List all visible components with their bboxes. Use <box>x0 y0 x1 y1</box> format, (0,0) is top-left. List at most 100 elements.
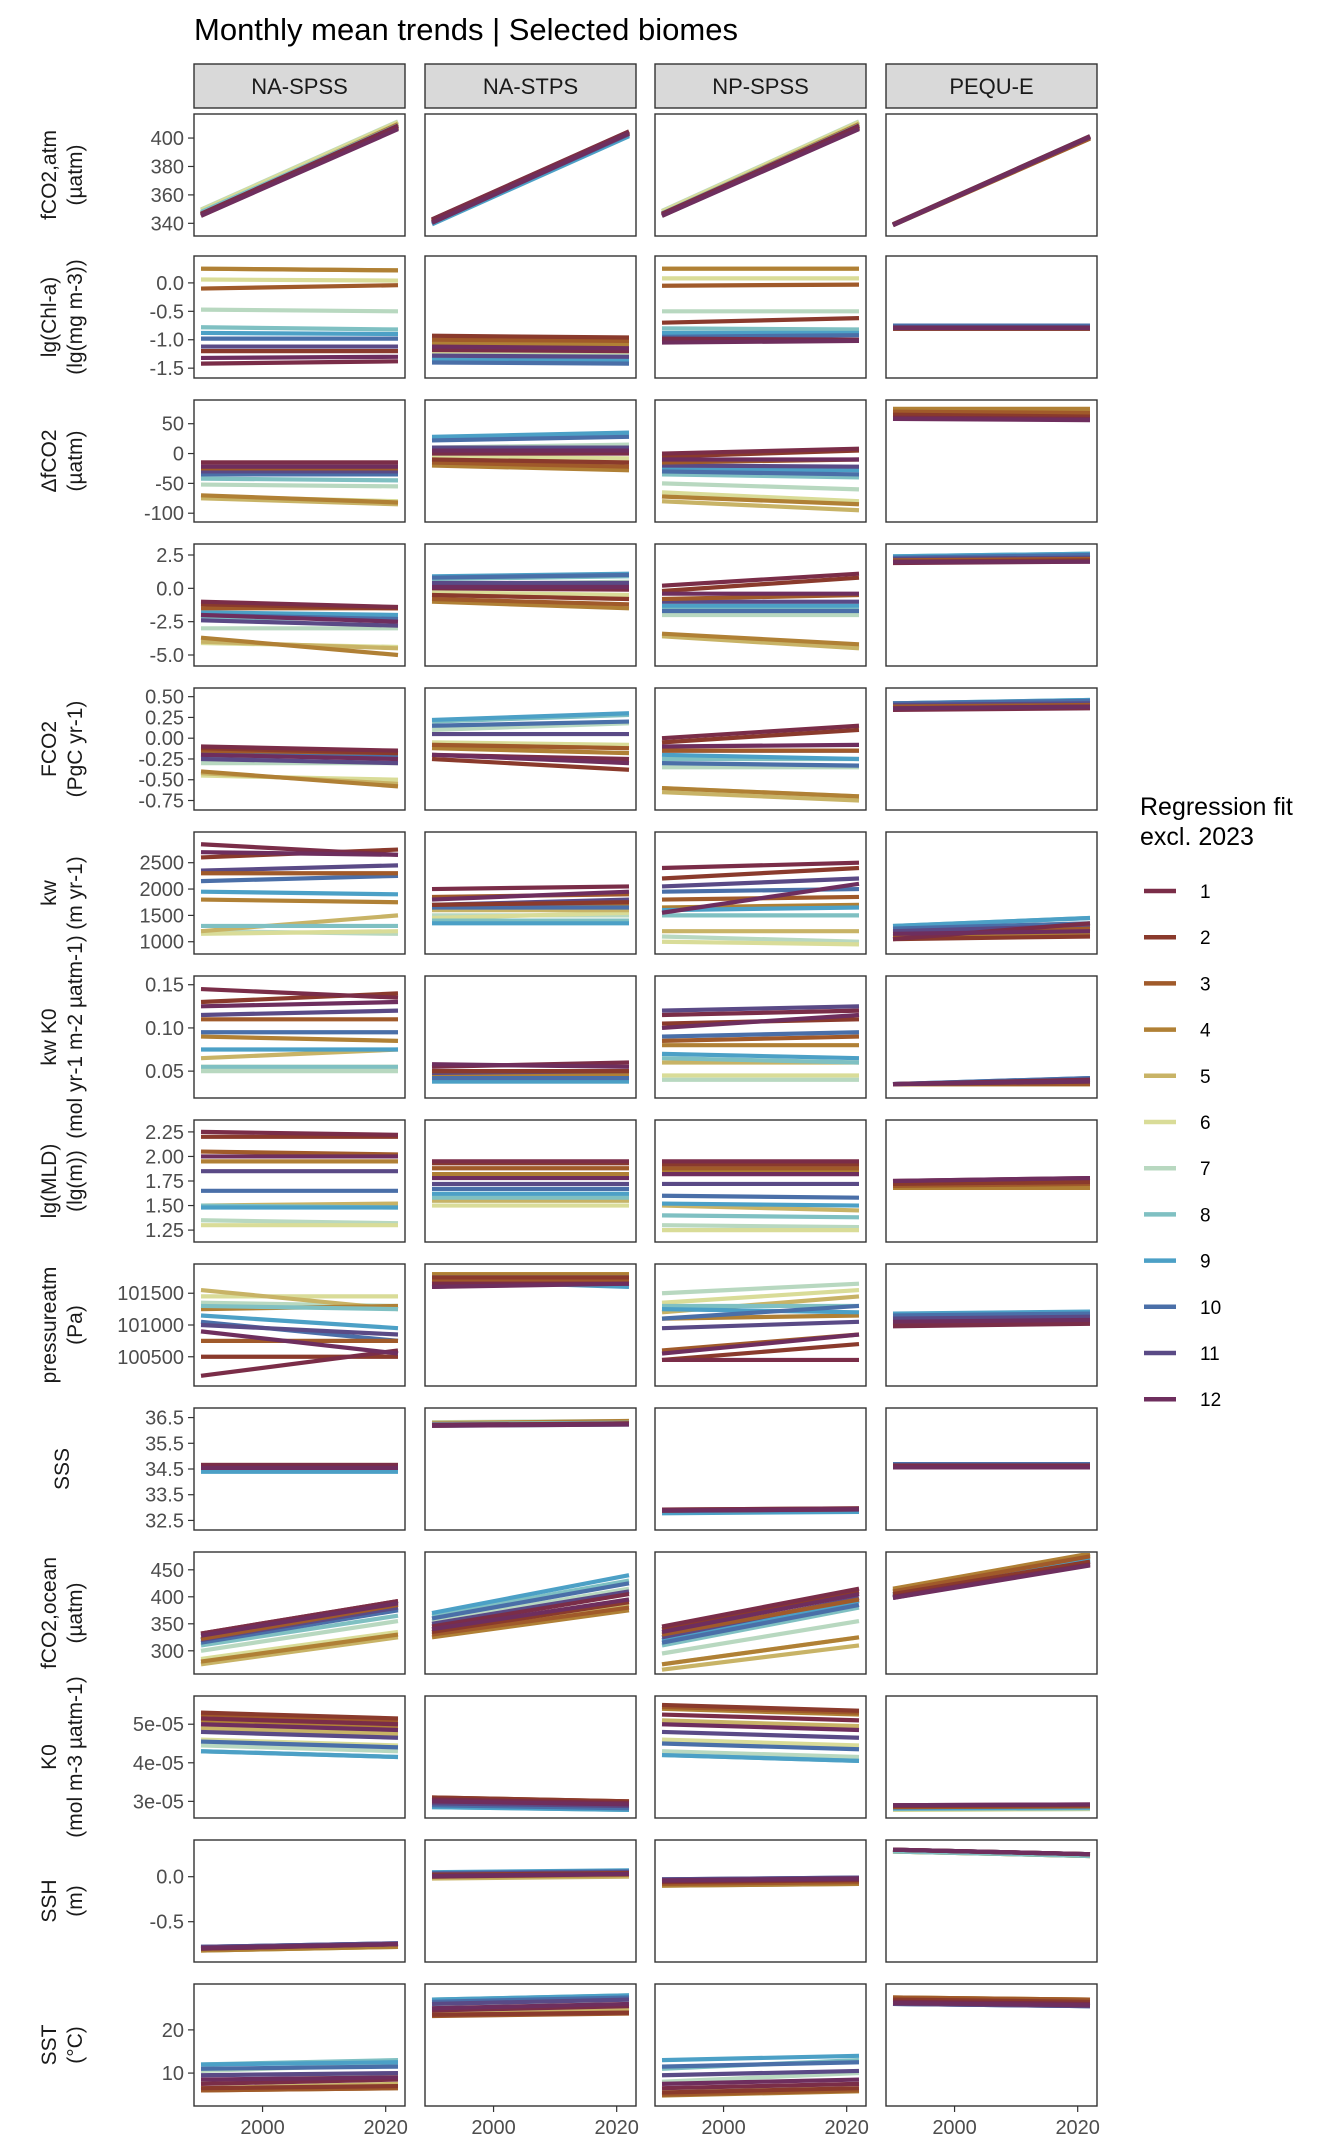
y-tick-label: 0.50 <box>145 687 184 709</box>
facet-strip-label: NA-STPS <box>483 74 578 99</box>
series-line <box>661 860 860 871</box>
series-line <box>661 881 860 915</box>
series-line <box>892 1554 1091 1594</box>
panel-series <box>892 551 1091 566</box>
panel-series <box>431 129 630 227</box>
row-label: SST (°C) <box>38 2024 87 2065</box>
series-line <box>431 2007 630 2015</box>
panel-series <box>661 1586 860 1672</box>
panel-series <box>200 744 399 789</box>
series-line <box>200 863 399 873</box>
series-line <box>200 1599 399 1636</box>
series-line <box>431 454 630 461</box>
series-line <box>431 1281 630 1289</box>
series-line <box>431 742 630 751</box>
series-line <box>661 1012 860 1031</box>
facet-strip-label: NA-SPSS <box>251 74 348 99</box>
panel-series <box>892 697 1091 713</box>
series-line <box>431 2004 630 2013</box>
y-tick-label: 2500 <box>140 853 185 875</box>
facet-panels: 340 360 380 400 -1.5 -1.0 -0.5 0.0 -100 -50 0 50 -5.… <box>117 113 1098 2107</box>
panel-series <box>892 1309 1091 1329</box>
panel-series <box>431 884 630 926</box>
x-tick-label: 2020 <box>1055 2117 1100 2139</box>
y-tick-label: 34.5 <box>145 1459 184 1481</box>
row-label: fCO2,ocean (µatm) <box>38 1557 87 1669</box>
series-line <box>661 634 860 651</box>
series-line <box>431 1597 630 1632</box>
panel-series <box>892 915 1091 942</box>
series-line <box>661 282 860 288</box>
series-line <box>661 1718 860 1729</box>
series-line <box>200 493 399 505</box>
y-tick-label: 3e-05 <box>133 1791 184 1813</box>
x-tick-label: 2000 <box>932 2117 977 2139</box>
x-tick-label: 2000 <box>471 2117 516 2139</box>
series-line <box>892 1995 1091 2002</box>
series-line <box>431 347 630 354</box>
series-line <box>661 1741 860 1752</box>
series-line <box>200 929 399 936</box>
series-line <box>200 1632 399 1664</box>
series-line <box>200 1149 399 1157</box>
row-label: ΔfCO2 (µatm) <box>38 429 87 492</box>
series-line <box>661 2070 860 2084</box>
panel-frame <box>654 1839 867 1963</box>
row-label: SSH (m) <box>38 1879 87 1922</box>
x-tick-label: 2020 <box>594 2117 639 2139</box>
series-line <box>661 463 860 469</box>
legend-label: 8 <box>1200 1205 1211 1226</box>
series-line <box>431 572 630 580</box>
panel-series <box>200 1941 399 1953</box>
panel-series <box>200 1287 399 1378</box>
series-line <box>661 1605 860 1648</box>
series-line <box>200 482 399 489</box>
facet-strip-label: PEQU-E <box>949 74 1033 99</box>
facet-strip-label: NP-SPSS <box>712 74 809 99</box>
series-line <box>431 460 630 469</box>
series-line <box>200 1619 399 1653</box>
y-tick-label: 0 <box>173 444 184 466</box>
facet-strip-bg <box>424 63 637 109</box>
facet-strip-bg <box>654 63 867 109</box>
series-line <box>661 481 860 492</box>
y-tick-label: -50 <box>155 473 184 495</box>
series-line <box>431 1573 630 1616</box>
panel-series <box>661 1281 860 1363</box>
y-tick-label: 20 <box>162 2020 184 2042</box>
panel-series <box>661 723 860 803</box>
y-tick-label: -2.5 <box>150 612 184 634</box>
series-line <box>892 1559 1091 1597</box>
series-line <box>661 2068 860 2078</box>
y-tick-label: 400 <box>151 128 184 150</box>
series-line <box>431 341 630 347</box>
panel-series <box>661 119 860 218</box>
panel-frame <box>885 1695 1098 1819</box>
series-line <box>431 337 630 343</box>
series-line <box>200 635 399 658</box>
series-line <box>661 1332 860 1356</box>
series-line <box>200 476 399 483</box>
y-tick-label: 101500 <box>117 1283 184 1305</box>
series-line <box>892 1079 1091 1087</box>
y-tick-label: 0.0 <box>156 1867 184 1889</box>
series-line <box>661 1597 860 1637</box>
series-line <box>200 330 399 337</box>
series-line <box>200 1743 399 1754</box>
series-line <box>892 1179 1091 1187</box>
series-line <box>892 1563 1091 1600</box>
y-tick-label: 350 <box>151 1614 184 1636</box>
x-tick-label: 2020 <box>363 2117 408 2139</box>
panel-series <box>892 1847 1091 1859</box>
series-line <box>200 1613 399 1648</box>
panel-frame <box>424 1407 637 1531</box>
series-line <box>200 1942 399 1950</box>
series-line <box>661 472 860 480</box>
series-line <box>661 333 860 339</box>
y-tick-label: 340 <box>151 213 184 235</box>
panel-series <box>661 1506 860 1516</box>
series-line <box>431 344 630 351</box>
series-line <box>431 1422 630 1428</box>
y-tick-label: 2.5 <box>156 545 184 567</box>
